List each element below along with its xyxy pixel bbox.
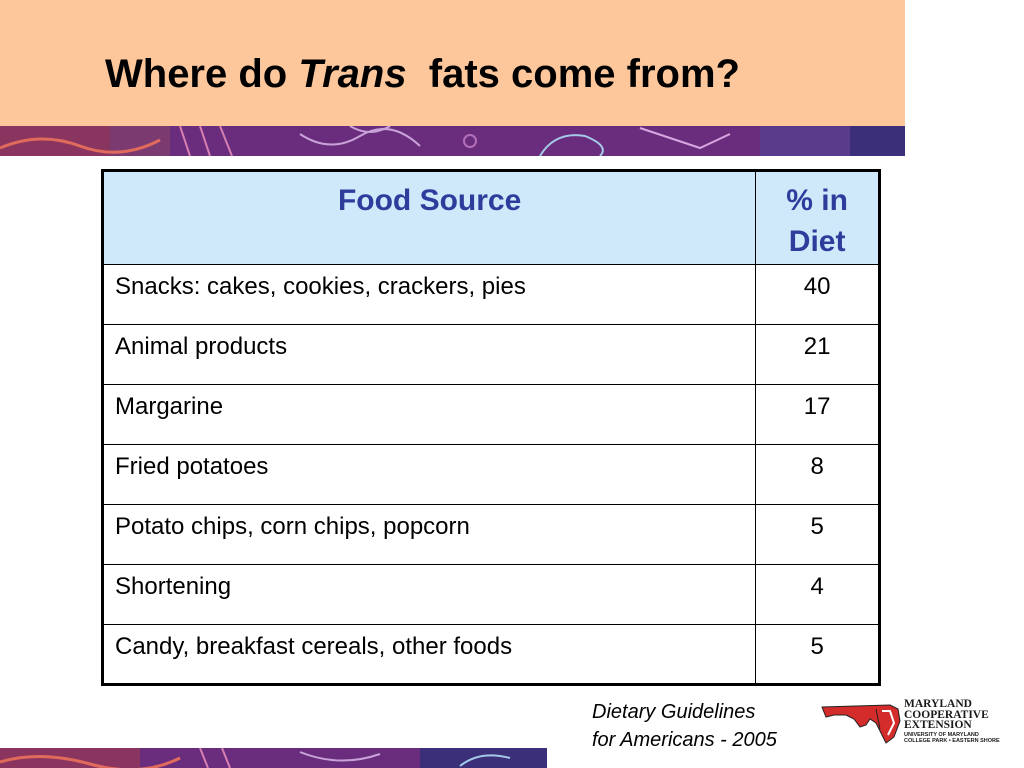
header-percent-in-diet: % in Diet	[755, 170, 880, 265]
title-emphasis: Trans	[298, 52, 407, 96]
slide-title: Where do Trans fats come from?	[105, 52, 740, 97]
cell-percent: 5	[755, 504, 880, 565]
title-part2: fats come from?	[428, 52, 740, 96]
logo-line5: COLLEGE PARK • EASTERN SHORE	[904, 738, 1000, 744]
cell-food-source: Shortening	[101, 564, 757, 625]
table-row: Snacks: cakes, cookies, crackers, pies 4…	[101, 264, 880, 325]
source-citation: Dietary Guidelines for Americans - 2005	[592, 698, 777, 754]
table-row: Margarine 17	[101, 384, 880, 445]
cell-percent: 5	[755, 624, 880, 685]
cell-food-source: Fried potatoes	[101, 444, 757, 505]
logo-line2: COOPERATIVE	[904, 708, 989, 721]
cell-food-source: Animal products	[101, 324, 757, 385]
logo-wordmark: MARYLAND COOPERATIVE EXTENSION	[904, 699, 989, 731]
cell-percent: 4	[755, 564, 880, 625]
logo-line1: MARYLAND	[904, 698, 972, 710]
decorative-strip-bottom	[0, 748, 547, 768]
maryland-extension-logo: MARYLAND COOPERATIVE EXTENSION UNIVERSIT…	[820, 699, 1000, 749]
cell-food-source: Snacks: cakes, cookies, crackers, pies	[101, 264, 757, 325]
cell-food-source: Candy, breakfast cereals, other foods	[101, 624, 757, 685]
cell-percent: 40	[755, 264, 880, 325]
citation-line2: for Americans - 2005	[592, 729, 777, 751]
title-part1: Where do	[105, 52, 288, 96]
cell-percent: 17	[755, 384, 880, 445]
header-pct-line2: Diet	[788, 225, 846, 258]
table-row: Candy, breakfast cereals, other foods 5	[101, 624, 880, 685]
cell-food-source: Margarine	[101, 384, 757, 445]
maryland-map-icon	[821, 704, 901, 744]
logo-subtext: UNIVERSITY OF MARYLAND COLLEGE PARK • EA…	[904, 732, 1000, 744]
food-source-table: Food Source % in Diet Snacks: cakes, cook…	[101, 169, 881, 686]
decorative-strip-top	[0, 126, 905, 156]
table-header-row: Food Source % in Diet	[101, 170, 880, 265]
cell-food-source: Potato chips, corn chips, popcorn	[101, 504, 757, 565]
table-row: Fried potatoes 8	[101, 444, 880, 505]
header-food-source: Food Source	[101, 170, 757, 265]
citation-line1: Dietary Guidelines	[592, 701, 756, 723]
logo-line3: EXTENSION	[904, 719, 972, 731]
cell-percent: 21	[755, 324, 880, 385]
table-row: Animal products 21	[101, 324, 880, 385]
cell-percent: 8	[755, 444, 880, 505]
table-row: Potato chips, corn chips, popcorn 5	[101, 504, 880, 565]
logo-line4: UNIVERSITY OF MARYLAND	[904, 732, 979, 738]
header-pct-line1: % in	[786, 184, 848, 217]
table-row: Shortening 4	[101, 564, 880, 625]
title-band	[0, 0, 905, 126]
